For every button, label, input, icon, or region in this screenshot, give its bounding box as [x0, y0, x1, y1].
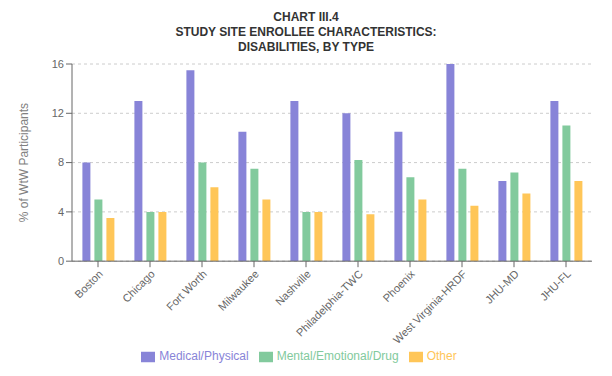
- html-text:STUDY SITE ENROLLEE CHARACTERI: STUDY SITE ENROLLEE CHARACTERISTICS:: [175, 25, 437, 39]
- svg-text:Philadelphia-TWC: Philadelphia-TWC: [294, 268, 365, 339]
- svg-text:Chicago: Chicago: [120, 268, 157, 305]
- html-text:Mental/Emotional/Drug: Mental/Emotional/Drug: [276, 349, 399, 364]
- svg-text:West Virginia-HRDF: West Virginia-HRDF: [391, 267, 469, 345]
- svg-text:JHU-FL: JHU-FL: [538, 268, 573, 303]
- svg-text:% of WtW Participants: % of WtW Participants: [17, 103, 31, 222]
- html-text:Medical/Physical: Medical/Physical: [159, 349, 249, 364]
- svg-text:8: 8: [58, 156, 64, 168]
- svg-text:JHU-MD: JHU-MD: [483, 268, 521, 306]
- html-text:CHART III.4: CHART III.4: [273, 10, 339, 24]
- html-text:DISABILITIES, BY TYPE: DISABILITIES, BY TYPE: [238, 40, 374, 54]
- svg-text:Fort Worth: Fort Worth: [164, 268, 209, 313]
- html-text:Other: Other: [426, 349, 457, 364]
- svg-text:16: 16: [52, 58, 64, 70]
- svg-text:12: 12: [52, 107, 64, 119]
- svg-text:Boston: Boston: [72, 268, 105, 301]
- svg-text:0: 0: [58, 255, 64, 267]
- svg-text:Milwaukee: Milwaukee: [216, 268, 261, 313]
- svg-text:4: 4: [58, 206, 64, 218]
- svg-text:Nashville: Nashville: [273, 268, 313, 308]
- svg-text:Phoenix: Phoenix: [380, 267, 417, 304]
